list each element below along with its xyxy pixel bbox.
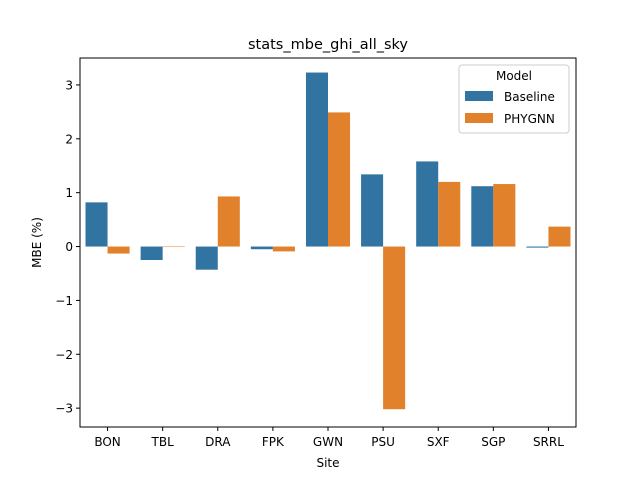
x-axis-label: Site — [316, 456, 339, 470]
bar-baseline-sgp — [471, 186, 494, 247]
bar-baseline-fpk — [250, 246, 273, 250]
bar-phygnn-psu — [383, 246, 406, 410]
bars-layer — [85, 72, 571, 410]
y-tick-label: −2 — [55, 348, 73, 362]
legend: Model Baseline PHYGNN — [458, 64, 570, 134]
legend-swatch-phygnn — [465, 113, 493, 123]
y-tick-label: −3 — [55, 402, 73, 416]
bar-phygnn-sxf — [438, 181, 461, 247]
bar-baseline-srrl — [526, 246, 549, 248]
chart-title: stats_mbe_ghi_all_sky — [248, 37, 408, 53]
y-tick-label: 3 — [65, 78, 73, 92]
y-tick-label: 1 — [65, 186, 73, 200]
x-tick-label: SRRL — [533, 435, 564, 449]
legend-label-baseline: Baseline — [504, 90, 555, 104]
bar-baseline-gwn — [305, 72, 328, 247]
bar-phygnn-tbl — [162, 246, 185, 248]
bar-baseline-dra — [195, 246, 218, 270]
x-tick-label: FPK — [262, 435, 285, 449]
legend-title: Model — [496, 69, 532, 83]
bar-phygnn-bon — [107, 246, 130, 254]
x-tick-label: SGP — [481, 435, 505, 449]
legend-swatch-baseline — [465, 91, 493, 101]
x-tick-label: SXF — [427, 435, 450, 449]
x-tick-label: TBL — [151, 435, 175, 449]
bar-phygnn-fpk — [272, 246, 295, 252]
bar-phygnn-sgp — [493, 184, 516, 247]
bar-baseline-sxf — [416, 161, 439, 247]
x-tick-label: GWN — [313, 435, 343, 449]
y-axis: 3 2 1 0 −1 −2 −3 — [55, 78, 80, 416]
y-axis-label: MBE (%) — [30, 217, 44, 268]
y-tick-label: 0 — [65, 240, 73, 254]
legend-label-phygnn: PHYGNN — [504, 112, 555, 126]
bar-phygnn-gwn — [328, 112, 351, 247]
bar-baseline-bon — [85, 202, 108, 247]
y-tick-label: 2 — [65, 132, 73, 146]
y-tick-label: −1 — [55, 294, 73, 308]
x-tick-label: PSU — [371, 435, 395, 449]
x-tick-label: BON — [94, 435, 120, 449]
bar-phygnn-dra — [217, 196, 240, 247]
bar-phygnn-srrl — [548, 226, 571, 247]
x-axis: BON TBL DRA FPK GWN PSU SXF SGP SRRL — [94, 427, 564, 449]
x-tick-label: DRA — [205, 435, 231, 449]
bar-baseline-tbl — [140, 246, 163, 261]
bar-baseline-psu — [361, 174, 384, 247]
